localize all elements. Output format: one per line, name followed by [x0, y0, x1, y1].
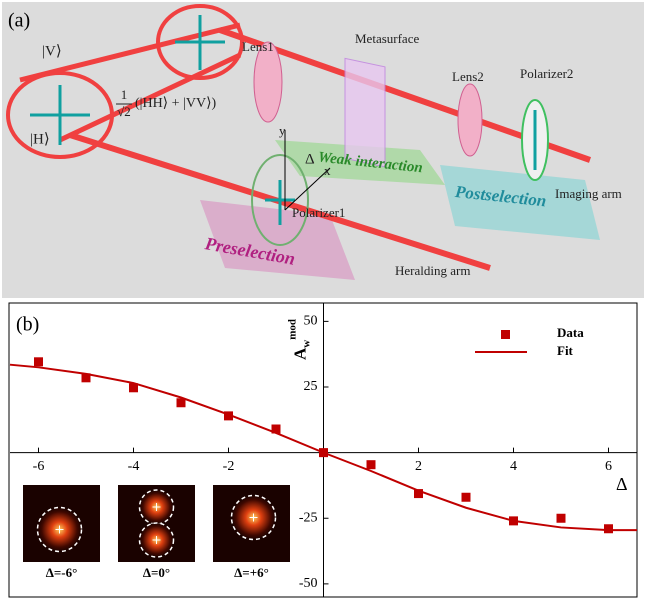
- polarizer2-label: Polarizer2: [520, 66, 573, 81]
- y-label-part: A: [290, 347, 309, 360]
- x-axis-label: Δ: [616, 474, 628, 494]
- ket-v: |V⟩: [42, 43, 62, 59]
- legend-label: Fit: [557, 343, 574, 358]
- heralding-arm: Heralding arm: [395, 263, 470, 278]
- y-tick-label: 25: [304, 379, 318, 394]
- x-tick-label: -6: [33, 459, 45, 474]
- panel-label: (b): [16, 314, 39, 336]
- state-denominator: √2: [117, 104, 131, 119]
- state-numerator: 1: [121, 87, 128, 102]
- lens1-label: Lens1: [242, 39, 274, 54]
- y-label-part: mod: [286, 319, 298, 340]
- x-tick-label: 4: [510, 459, 517, 474]
- legend-marker: [501, 330, 510, 339]
- imaging-arm: Imaging arm: [555, 186, 622, 201]
- data-point: [34, 357, 43, 366]
- y-label-part: w: [300, 340, 312, 348]
- figure: (a) |V⟩ |H⟩ 1 √2 (|HH⟩ + |VV⟩) Lens1 Met…: [0, 0, 646, 601]
- inset-label: Δ=-6°: [46, 565, 78, 580]
- state: (|HH⟩ + |VV⟩): [135, 96, 217, 111]
- inset-label: Δ=+6°: [234, 565, 269, 580]
- ket-h: |H⟩: [30, 131, 50, 147]
- x-tick-label: -2: [223, 459, 235, 474]
- data-point: [367, 460, 376, 469]
- panel-label: (a): [8, 10, 30, 32]
- data-point: [557, 514, 566, 523]
- inset-label: Δ=0°: [143, 565, 170, 580]
- page: (a) |V⟩ |H⟩ 1 √2 (|HH⟩ + |VV⟩) Lens1 Met…: [0, 0, 646, 601]
- data-point: [462, 493, 471, 502]
- axis-x-label: x: [324, 163, 331, 178]
- x-tick-label: -4: [128, 459, 140, 474]
- data-point: [604, 524, 613, 533]
- x-tick-label: 6: [605, 459, 612, 474]
- x-tick-label: 2: [415, 459, 422, 474]
- y-tick-label: -50: [299, 576, 318, 591]
- axis-y-label: y: [279, 123, 286, 138]
- polarizer1-label: Polarizer1: [292, 205, 345, 220]
- y-tick-label: 50: [304, 314, 318, 329]
- legend-label: Data: [557, 325, 584, 340]
- metasurface-label: Metasurface: [355, 31, 419, 46]
- axis-delta-label: Δ: [305, 151, 315, 167]
- y-tick-label: -25: [299, 510, 318, 525]
- lens2-label: Lens2: [452, 69, 484, 84]
